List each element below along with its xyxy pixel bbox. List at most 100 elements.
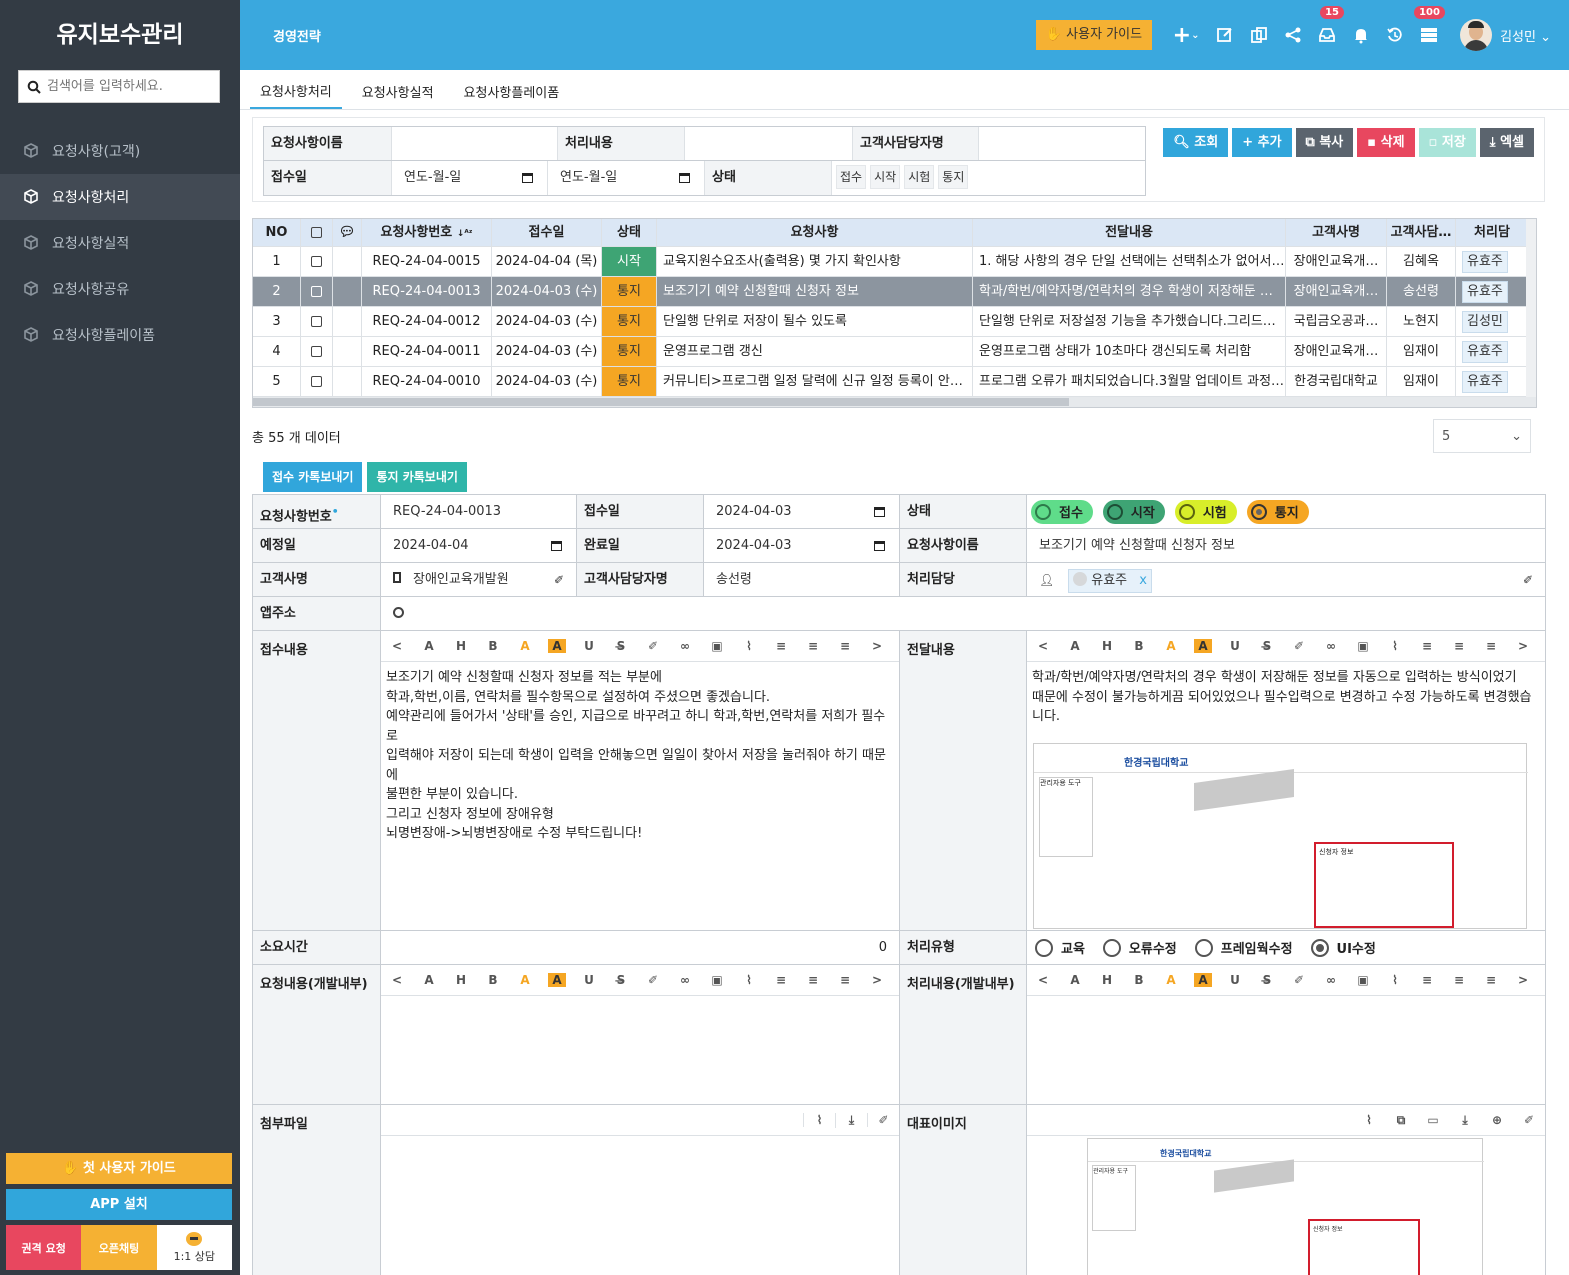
- worker-field[interactable]: 👤︎ 유효주 x ✐: [1027, 563, 1546, 597]
- status-chip[interactable]: 시험: [904, 165, 935, 189]
- grid-cell-cust-mgr[interactable]: 임재이: [1387, 367, 1456, 396]
- status-chip[interactable]: 시작: [870, 165, 901, 189]
- grid-cell-comment[interactable]: [333, 307, 362, 336]
- align-left-icon[interactable]: ≡: [1421, 973, 1433, 987]
- grid-cell-customer[interactable]: 한경국립대학교: [1286, 367, 1387, 396]
- grid-cell-worker[interactable]: 유효주: [1456, 337, 1528, 366]
- main-image-area[interactable]: ⌇ ⧉ ▭ ⤓ ⊕ ✐ 한경국립대학교 관리자용 도구 신청자 정보: [1027, 1105, 1546, 1275]
- eraser-icon[interactable]: ✐: [867, 1113, 899, 1127]
- copy-icon[interactable]: [1242, 20, 1276, 50]
- auth-request-button[interactable]: 권격 요청: [6, 1225, 82, 1270]
- add-menu-icon[interactable]: + ⌄: [1172, 22, 1200, 48]
- align-right-icon[interactable]: ≡: [839, 973, 851, 987]
- grid-cell-comment[interactable]: [333, 367, 362, 396]
- grid-cell-check[interactable]: [301, 247, 333, 276]
- col-worker[interactable]: 처리담: [1474, 225, 1510, 240]
- next-icon[interactable]: >: [871, 973, 883, 987]
- recv-date-field[interactable]: 2024-04-03: [704, 495, 900, 529]
- next-icon[interactable]: >: [1517, 639, 1529, 653]
- align-left-icon[interactable]: ≡: [775, 973, 787, 987]
- grid-cell-request[interactable]: 커뮤니티>프로그램 일정 달력에 신규 일정 등록이 안…: [657, 367, 973, 396]
- grid-cell-date[interactable]: 2024-04-04 (목): [492, 247, 602, 276]
- type-radio-ui[interactable]: UI수정: [1310, 938, 1376, 957]
- heading-icon[interactable]: H: [455, 973, 467, 987]
- add-button[interactable]: + 추가: [1232, 128, 1292, 157]
- grid-cell-check[interactable]: [301, 307, 333, 336]
- attach-icon[interactable]: ⌇: [803, 1113, 835, 1127]
- user-guide-button[interactable]: ✋ 사용자 가이드: [1035, 20, 1153, 50]
- grid-cell-deliver[interactable]: 단일행 단위로 저장설정 기능을 추가했습니다.그리드…: [973, 307, 1286, 336]
- bold-icon[interactable]: B: [488, 639, 498, 653]
- grid-cell-request[interactable]: 교육지원수요조사(출력용) 몇 가지 확인사항: [657, 247, 973, 276]
- grid-cell-cust-mgr[interactable]: 송선령: [1387, 277, 1456, 306]
- customer-field[interactable]: 장애인교육개발원 ✐: [381, 563, 577, 597]
- eraser-icon[interactable]: ✐: [647, 639, 659, 653]
- table-row[interactable]: 1 REQ-24-04-0015 2024-04-04 (목) 시작 교육지원수요조사(…: [253, 247, 1536, 277]
- attach-icon[interactable]: ⌇: [1392, 639, 1398, 653]
- filter-manager-input[interactable]: [979, 127, 1145, 160]
- time-field[interactable]: 0: [381, 931, 900, 965]
- grid-cell-cust-mgr[interactable]: 임재이: [1387, 337, 1456, 366]
- image-icon[interactable]: ▣: [711, 639, 723, 653]
- grid-cell-worker[interactable]: 유효주: [1456, 277, 1528, 306]
- calendar-icon[interactable]: [874, 507, 885, 517]
- font-icon[interactable]: A: [424, 639, 434, 653]
- row-checkbox[interactable]: [311, 256, 322, 267]
- strike-icon[interactable]: S̶: [1262, 973, 1272, 987]
- req-no-field[interactable]: REQ-24-04-0013: [381, 495, 577, 529]
- prev-icon[interactable]: <: [1037, 973, 1049, 987]
- strike-icon[interactable]: S̶: [616, 639, 626, 653]
- underline-icon[interactable]: U: [1230, 639, 1240, 653]
- align-center-icon[interactable]: ≡: [1453, 973, 1465, 987]
- grid-cell-req-no[interactable]: REQ-24-04-0011: [362, 337, 492, 366]
- done-date-field[interactable]: 2024-04-03: [704, 529, 900, 563]
- grid-cell-date[interactable]: 2024-04-03 (수): [492, 307, 602, 336]
- list-icon[interactable]: 100: [1412, 6, 1446, 50]
- table-row[interactable]: 5 REQ-24-04-0010 2024-04-03 (수) 통지 커뮤니티>프로그램…: [253, 367, 1536, 397]
- status-radio-notify[interactable]: 통지: [1246, 499, 1309, 524]
- heading-icon[interactable]: H: [1101, 639, 1113, 653]
- font-color-icon[interactable]: A: [520, 639, 530, 653]
- link-icon[interactable]: ∞: [680, 973, 690, 987]
- heading-icon[interactable]: H: [1101, 973, 1113, 987]
- grid-cell-status[interactable]: 통지: [602, 307, 657, 336]
- eraser-icon[interactable]: ✐: [647, 973, 659, 987]
- kakao-notify-button[interactable]: 통지 카톡보내기: [367, 462, 467, 492]
- status-chip[interactable]: 통지: [938, 165, 969, 189]
- plan-date-field[interactable]: 2024-04-04: [381, 529, 577, 563]
- copy-button[interactable]: ⧉ 복사: [1295, 128, 1354, 157]
- grid-cell-deliver[interactable]: 1. 해당 사항의 경우 단일 선택에는 선택취소가 없어서…: [973, 247, 1286, 276]
- grid-cell-request[interactable]: 단일행 단위로 저장이 될수 있도록: [657, 307, 973, 336]
- calendar-icon[interactable]: [551, 541, 562, 551]
- row-checkbox[interactable]: [311, 316, 322, 327]
- align-center-icon[interactable]: ≡: [1453, 639, 1465, 653]
- filter-date-to[interactable]: 연도-월-일: [548, 161, 705, 195]
- sort-icon[interactable]: ↓ᴬᶻ: [456, 229, 473, 239]
- eraser-icon[interactable]: ✐: [1293, 973, 1305, 987]
- grid-cell-deliver[interactable]: 운영프로그램 상태가 10초마다 갱신되도록 처리함: [973, 337, 1286, 366]
- align-center-icon[interactable]: ≡: [807, 973, 819, 987]
- highlight-icon[interactable]: A: [548, 973, 566, 987]
- attach-icon[interactable]: ⌇: [1392, 973, 1398, 987]
- cust-mgr-field[interactable]: 송선령: [704, 563, 900, 597]
- save-button[interactable]: ▫ 저장: [1418, 128, 1476, 157]
- paste-icon[interactable]: ⧉: [1396, 1112, 1406, 1127]
- grid-cell-req-no[interactable]: REQ-24-04-0013: [362, 277, 492, 306]
- col-check[interactable]: [301, 219, 333, 246]
- grid-cell-deliver[interactable]: 학과/학번/예약자명/연락처의 경우 학생이 저장해둔 …: [973, 277, 1286, 306]
- font-icon[interactable]: A: [1070, 639, 1080, 653]
- grid-cell-req-no[interactable]: REQ-24-04-0010: [362, 367, 492, 396]
- font-color-icon[interactable]: A: [1166, 639, 1176, 653]
- search-button[interactable]: 🔍︎ 조회: [1163, 128, 1229, 157]
- user-name[interactable]: 김성민 ⌄: [1500, 29, 1551, 45]
- dev-request-editor[interactable]: < A H B A A U S̶ ✐ ∞ ▣ ⌇ ≡ ≡ ≡ >: [381, 965, 900, 1105]
- grid-cell-status[interactable]: 통지: [602, 367, 657, 396]
- align-right-icon[interactable]: ≡: [1485, 973, 1497, 987]
- grid-cell-status[interactable]: 시작: [602, 247, 657, 276]
- eraser-icon[interactable]: ✐: [1523, 1113, 1535, 1127]
- kakao-receive-button[interactable]: 접수 카톡보내기: [263, 462, 363, 492]
- grid-cell-req-no[interactable]: REQ-24-04-0015: [362, 247, 492, 276]
- underline-icon[interactable]: U: [1230, 973, 1240, 987]
- status-radio-receive[interactable]: 접수: [1031, 499, 1093, 524]
- grid-cell-comment[interactable]: [333, 337, 362, 366]
